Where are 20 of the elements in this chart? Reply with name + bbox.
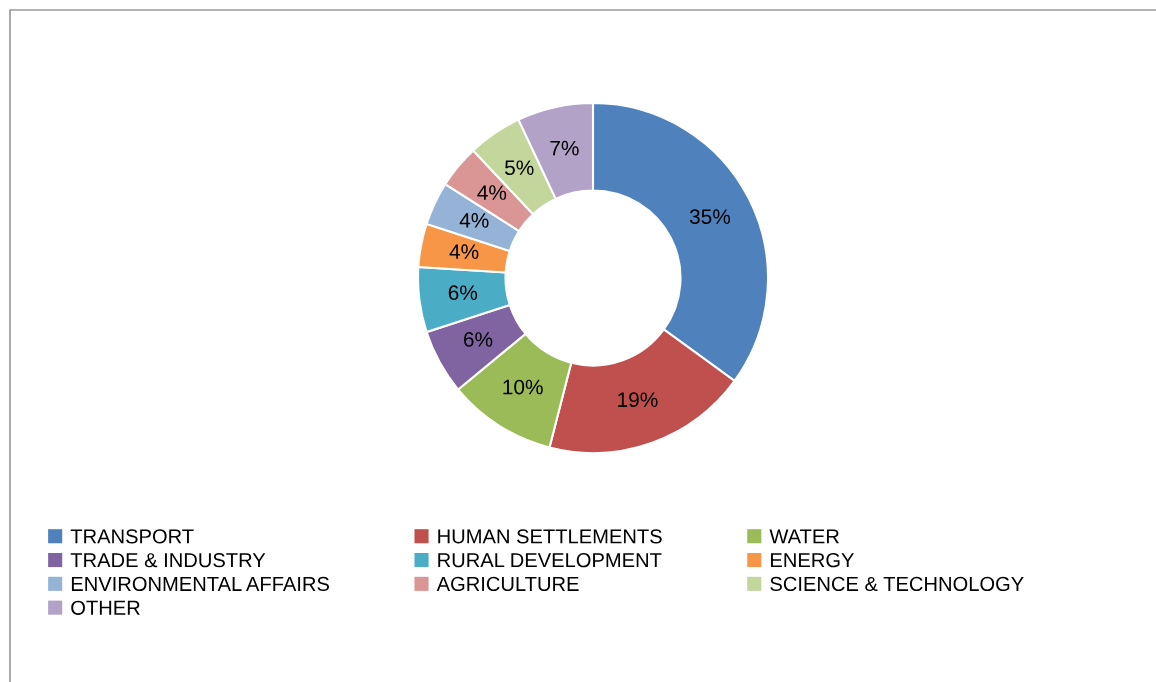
data-label: 10%	[503, 379, 543, 395]
data-label: 4%	[459, 213, 489, 228]
legend-label: WATER	[769, 529, 839, 544]
data-label: 6%	[448, 285, 478, 301]
legend-label: TRANSPORT	[70, 529, 194, 544]
data-label: 35%	[689, 209, 731, 225]
legend-label: ENVIRONMENTAL AFFAIRS	[71, 576, 329, 592]
data-label: 7%	[550, 140, 579, 156]
legend-label: HUMAN SETTLEMENTS	[438, 529, 662, 544]
data-label: 6%	[463, 332, 493, 347]
legend-label: ENERGY	[771, 553, 854, 568]
legend-label: SCIENCE & TECHNOLOGY	[770, 576, 1024, 592]
data-label: 4%	[477, 185, 507, 200]
data-label: 4%	[449, 244, 479, 259]
legend-label: TRADE & INDUSTRY	[70, 553, 266, 568]
legend-label: RURAL DEVELOPMENT	[438, 553, 662, 568]
legend-label: OTHER	[71, 600, 140, 615]
data-label: 19%	[618, 392, 658, 408]
legend-label: AGRICULTURE	[436, 576, 579, 592]
data-label: 5%	[505, 160, 534, 176]
